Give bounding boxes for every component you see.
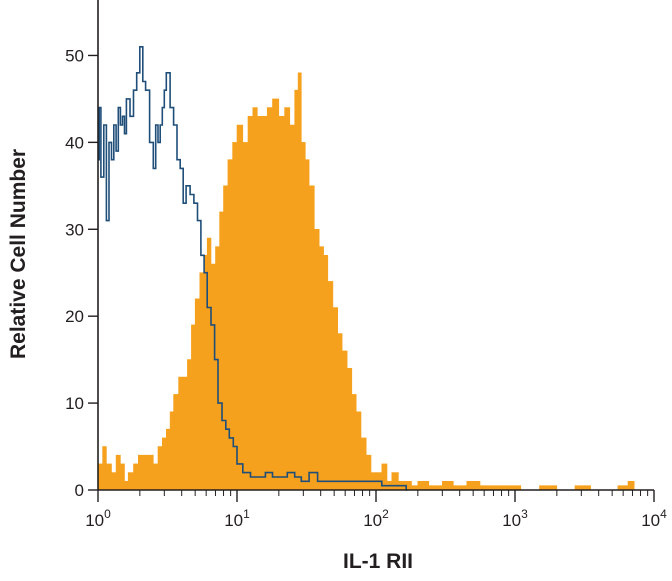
x-tick-label: 101 [224, 507, 250, 530]
axis-labels: Relative Cell Number IL-1 RII [7, 149, 413, 573]
y-tick-label: 30 [65, 220, 84, 239]
y-tick-label: 20 [65, 307, 84, 326]
x-tick-label: 102 [363, 507, 389, 530]
axes: 0 10 20 30 40 50 100 101 102 103 104 [65, 0, 667, 530]
outline-histogram-series [98, 46, 408, 491]
x-tick-label: 104 [641, 507, 667, 530]
x-tick-label: 103 [502, 507, 528, 530]
filled-histogram-series [97, 72, 636, 491]
x-axis-title: IL-1 RII [343, 550, 413, 573]
y-tick-label: 10 [65, 394, 84, 413]
x-tick-label: 100 [85, 507, 111, 530]
y-tick-label: 50 [65, 46, 84, 65]
y-tick-label: 40 [65, 133, 84, 152]
y-axis-title: Relative Cell Number [7, 149, 30, 359]
plot-area [97, 46, 636, 491]
y-tick-label: 0 [75, 481, 84, 500]
